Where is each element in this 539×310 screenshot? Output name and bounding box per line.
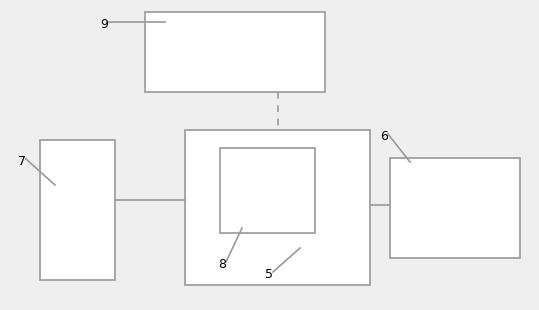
Text: 9: 9 xyxy=(100,18,108,31)
Text: 6: 6 xyxy=(380,130,388,143)
Bar xyxy=(40,140,115,280)
Bar xyxy=(220,148,315,233)
Text: 5: 5 xyxy=(265,268,273,281)
Text: 8: 8 xyxy=(218,258,226,271)
Bar xyxy=(185,130,370,285)
Bar xyxy=(390,158,520,258)
Bar xyxy=(145,12,325,92)
Text: 7: 7 xyxy=(18,155,26,168)
